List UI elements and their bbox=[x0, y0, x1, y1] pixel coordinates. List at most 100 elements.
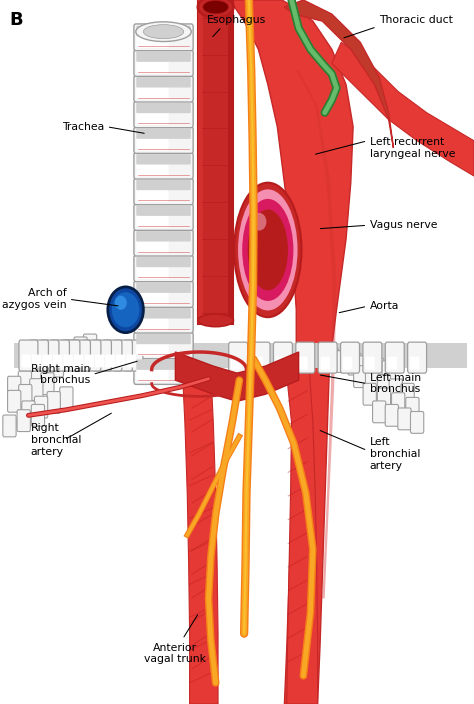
Polygon shape bbox=[198, 0, 203, 324]
FancyBboxPatch shape bbox=[385, 342, 404, 373]
Polygon shape bbox=[296, 70, 337, 598]
FancyBboxPatch shape bbox=[363, 342, 382, 373]
Ellipse shape bbox=[252, 213, 266, 231]
FancyBboxPatch shape bbox=[92, 340, 111, 371]
FancyBboxPatch shape bbox=[84, 355, 94, 367]
FancyBboxPatch shape bbox=[116, 355, 125, 367]
Ellipse shape bbox=[242, 199, 293, 301]
FancyBboxPatch shape bbox=[35, 396, 48, 418]
Polygon shape bbox=[284, 0, 393, 148]
FancyBboxPatch shape bbox=[82, 340, 101, 371]
Text: Aorta: Aorta bbox=[370, 301, 399, 311]
FancyBboxPatch shape bbox=[365, 357, 375, 370]
FancyBboxPatch shape bbox=[392, 393, 405, 415]
FancyBboxPatch shape bbox=[136, 189, 169, 202]
FancyBboxPatch shape bbox=[126, 355, 136, 367]
Text: Vagus nerve: Vagus nerve bbox=[370, 220, 437, 230]
FancyBboxPatch shape bbox=[134, 255, 193, 282]
FancyBboxPatch shape bbox=[136, 51, 191, 62]
FancyBboxPatch shape bbox=[19, 340, 38, 371]
FancyBboxPatch shape bbox=[21, 355, 31, 367]
FancyBboxPatch shape bbox=[373, 401, 386, 422]
FancyBboxPatch shape bbox=[18, 371, 31, 393]
FancyBboxPatch shape bbox=[136, 318, 169, 330]
FancyBboxPatch shape bbox=[29, 366, 42, 387]
Ellipse shape bbox=[234, 182, 301, 317]
FancyBboxPatch shape bbox=[3, 415, 16, 436]
FancyBboxPatch shape bbox=[8, 390, 21, 413]
FancyBboxPatch shape bbox=[134, 101, 193, 127]
FancyBboxPatch shape bbox=[136, 344, 169, 356]
Ellipse shape bbox=[143, 25, 184, 39]
Text: Left
bronchial
artery: Left bronchial artery bbox=[370, 437, 420, 471]
FancyBboxPatch shape bbox=[136, 257, 191, 268]
FancyBboxPatch shape bbox=[42, 355, 52, 367]
FancyBboxPatch shape bbox=[39, 360, 53, 382]
FancyBboxPatch shape bbox=[22, 401, 35, 422]
Polygon shape bbox=[9, 410, 38, 431]
FancyBboxPatch shape bbox=[113, 340, 132, 371]
FancyBboxPatch shape bbox=[55, 343, 68, 365]
FancyBboxPatch shape bbox=[124, 340, 143, 371]
FancyBboxPatch shape bbox=[41, 373, 54, 394]
Text: Right
bronchial
artery: Right bronchial artery bbox=[31, 423, 81, 457]
FancyBboxPatch shape bbox=[136, 77, 191, 87]
Ellipse shape bbox=[115, 296, 127, 310]
FancyBboxPatch shape bbox=[136, 180, 191, 190]
Polygon shape bbox=[138, 32, 188, 384]
FancyBboxPatch shape bbox=[83, 334, 97, 356]
FancyBboxPatch shape bbox=[377, 388, 391, 410]
FancyBboxPatch shape bbox=[354, 365, 367, 387]
Text: Left main
bronchus: Left main bronchus bbox=[370, 373, 421, 394]
FancyBboxPatch shape bbox=[136, 103, 191, 113]
Polygon shape bbox=[14, 360, 57, 393]
FancyBboxPatch shape bbox=[136, 87, 169, 99]
FancyBboxPatch shape bbox=[136, 61, 169, 73]
FancyBboxPatch shape bbox=[406, 397, 419, 420]
FancyBboxPatch shape bbox=[251, 342, 270, 373]
FancyBboxPatch shape bbox=[377, 375, 391, 396]
FancyBboxPatch shape bbox=[53, 355, 62, 367]
Ellipse shape bbox=[203, 1, 228, 13]
FancyBboxPatch shape bbox=[408, 342, 427, 373]
FancyBboxPatch shape bbox=[72, 340, 91, 371]
Polygon shape bbox=[198, 0, 233, 324]
FancyBboxPatch shape bbox=[64, 340, 78, 362]
FancyBboxPatch shape bbox=[136, 369, 169, 382]
Ellipse shape bbox=[237, 188, 299, 311]
FancyBboxPatch shape bbox=[298, 357, 308, 370]
FancyBboxPatch shape bbox=[410, 357, 419, 370]
FancyBboxPatch shape bbox=[136, 138, 169, 151]
FancyBboxPatch shape bbox=[8, 377, 21, 398]
FancyBboxPatch shape bbox=[134, 127, 193, 153]
FancyBboxPatch shape bbox=[134, 178, 193, 205]
FancyBboxPatch shape bbox=[382, 361, 395, 383]
Polygon shape bbox=[28, 393, 66, 417]
FancyBboxPatch shape bbox=[231, 357, 240, 370]
FancyBboxPatch shape bbox=[136, 154, 191, 165]
FancyBboxPatch shape bbox=[365, 370, 379, 392]
FancyBboxPatch shape bbox=[103, 340, 122, 371]
FancyBboxPatch shape bbox=[50, 356, 64, 377]
FancyBboxPatch shape bbox=[134, 152, 193, 179]
Polygon shape bbox=[370, 389, 412, 414]
FancyBboxPatch shape bbox=[296, 342, 315, 373]
FancyBboxPatch shape bbox=[136, 231, 191, 241]
FancyBboxPatch shape bbox=[136, 267, 169, 279]
FancyBboxPatch shape bbox=[46, 346, 59, 367]
FancyBboxPatch shape bbox=[134, 306, 193, 333]
Ellipse shape bbox=[198, 314, 233, 327]
FancyBboxPatch shape bbox=[389, 379, 402, 401]
Text: Right main
bronchus: Right main bronchus bbox=[31, 364, 90, 385]
FancyBboxPatch shape bbox=[32, 355, 41, 367]
FancyBboxPatch shape bbox=[254, 357, 263, 370]
FancyBboxPatch shape bbox=[61, 340, 80, 371]
FancyBboxPatch shape bbox=[105, 355, 115, 367]
Polygon shape bbox=[284, 352, 318, 704]
Text: Trachea: Trachea bbox=[62, 122, 104, 132]
Text: Left recurrent
laryngeal nerve: Left recurrent laryngeal nerve bbox=[370, 137, 455, 158]
Polygon shape bbox=[332, 42, 474, 176]
FancyBboxPatch shape bbox=[136, 215, 169, 227]
FancyBboxPatch shape bbox=[134, 49, 193, 76]
FancyBboxPatch shape bbox=[74, 337, 87, 359]
